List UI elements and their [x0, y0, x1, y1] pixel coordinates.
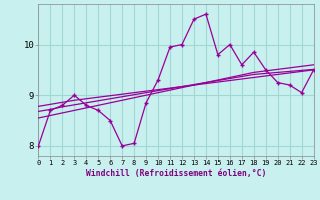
X-axis label: Windchill (Refroidissement éolien,°C): Windchill (Refroidissement éolien,°C) — [86, 169, 266, 178]
